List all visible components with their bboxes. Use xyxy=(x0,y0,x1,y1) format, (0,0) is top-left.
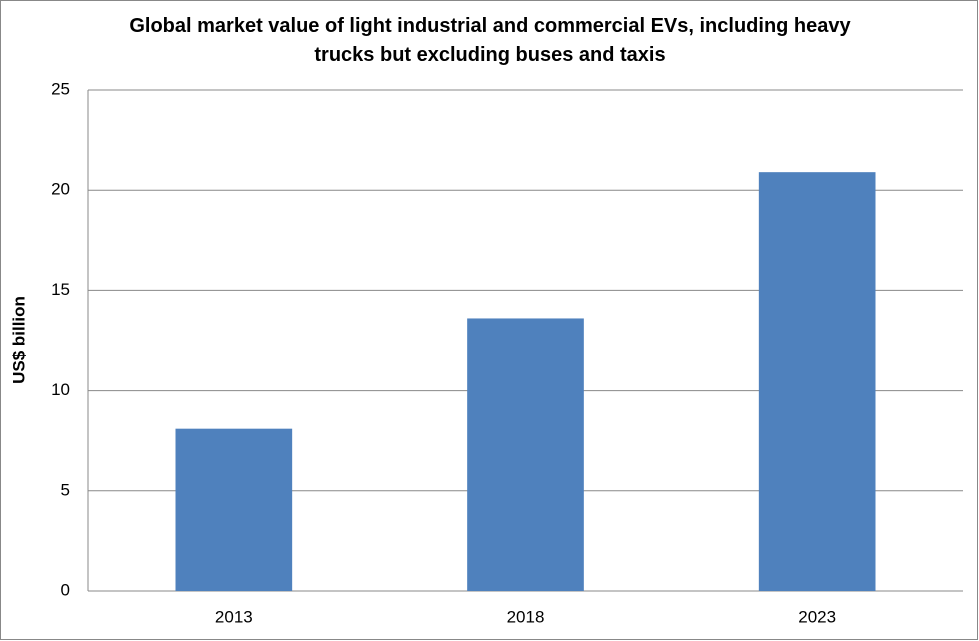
bar xyxy=(175,428,293,591)
y-tick-label: 20 xyxy=(51,180,70,199)
y-tick-label: 5 xyxy=(61,480,70,499)
y-axis-label: US$ billion xyxy=(9,296,28,384)
y-tick-label: 25 xyxy=(51,79,70,98)
bar xyxy=(467,318,584,591)
x-tick-label: 2013 xyxy=(215,607,253,626)
y-tick-label: 15 xyxy=(51,280,70,299)
chart-title: Global market value of light industrial … xyxy=(129,15,851,66)
y-tick-label: 0 xyxy=(61,580,70,599)
y-tick-label: 10 xyxy=(51,380,70,399)
x-tick-label: 2018 xyxy=(507,607,545,626)
x-tick-label: 2023 xyxy=(798,607,836,626)
bar xyxy=(758,172,876,591)
